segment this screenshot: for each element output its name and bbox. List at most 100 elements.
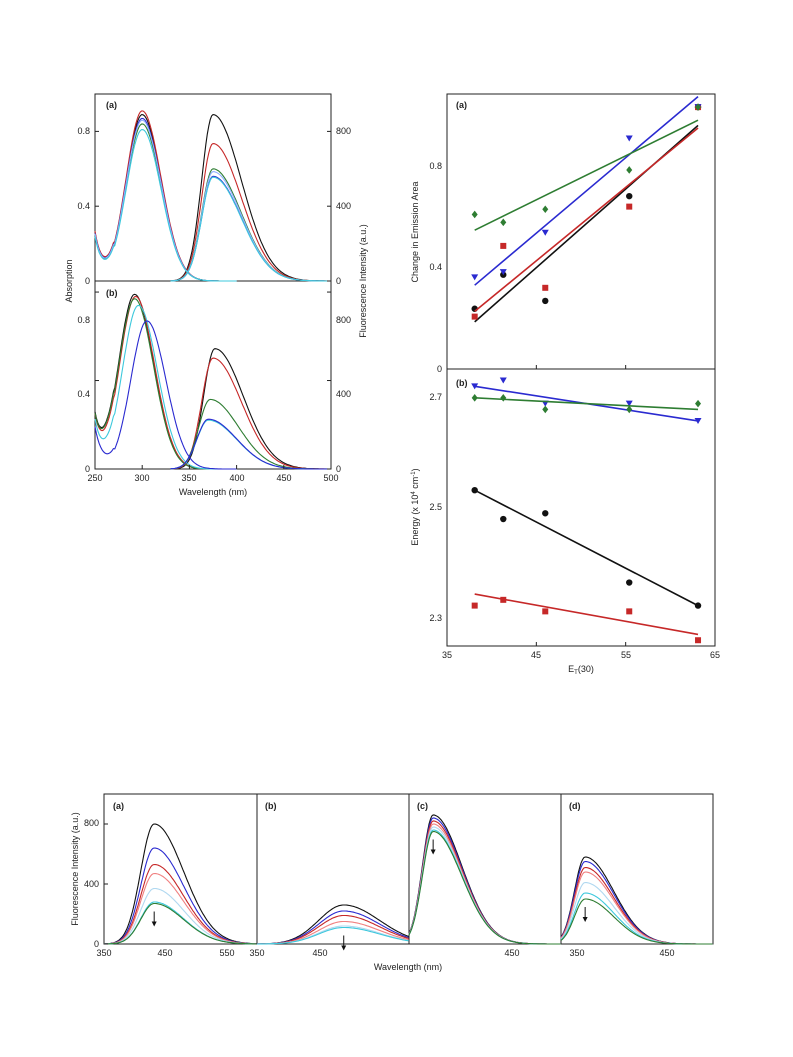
- emission-line-blue: [170, 175, 331, 282]
- fig2-xtick: 65: [710, 650, 720, 660]
- decrease-arrow-head: [151, 921, 157, 927]
- figure1: (a) (b) 0 0.4 0.8 0 0.4 0.8 0 400 800 0 …: [64, 93, 368, 497]
- figure3: (a) (b) (c) (d) 0 400 800 350 450 550 35…: [70, 793, 714, 972]
- decrease-arrow-head: [582, 917, 588, 922]
- data-point-blue: [499, 269, 507, 276]
- fig1-panel-a-frame: [94, 93, 332, 282]
- fit-line-red: [474, 593, 699, 636]
- absorption-line-red: [94, 110, 237, 282]
- emission-curve: [257, 904, 409, 945]
- fig3-panel-b-label: (b): [265, 801, 277, 811]
- fig3-ytick: 800: [84, 818, 99, 828]
- fig1-a-ytick-right: 400: [336, 201, 351, 211]
- fig1-xlabel: Wavelength (nm): [179, 487, 247, 497]
- absorption-line-blue: [94, 320, 237, 470]
- data-point-red: [626, 608, 633, 615]
- fig2-panel-a-frame: [446, 93, 716, 370]
- fig3-xlabel: Wavelength (nm): [374, 962, 442, 972]
- data-point-red: [471, 602, 478, 609]
- data-point-green: [542, 405, 549, 414]
- data-point-red: [471, 313, 478, 320]
- emission-curve: [408, 817, 561, 945]
- data-point-black: [542, 510, 549, 517]
- fig1-b-ytick-right: 400: [336, 389, 351, 399]
- fig1-panel-b-frame: [94, 280, 332, 470]
- fit-line-blue: [474, 96, 699, 286]
- data-point-blue: [694, 417, 702, 424]
- fig2-xtick: 45: [531, 650, 541, 660]
- data-point-green: [626, 166, 633, 174]
- fig3-ytick: 0: [94, 939, 99, 949]
- data-point-black: [471, 486, 478, 494]
- decrease-arrow-head: [341, 945, 347, 951]
- fig3-xtick: 350: [249, 948, 264, 958]
- fig3-marks: [103, 814, 713, 951]
- fit-line-green: [474, 119, 699, 231]
- absorption-line-black: [94, 114, 237, 282]
- fig1-ylabel-right: Fluorescence Intensity (a.u.): [358, 224, 368, 338]
- fig1-panel-a-curves: [94, 110, 331, 282]
- data-point-green: [542, 205, 549, 214]
- data-point-red: [542, 608, 549, 615]
- data-point-black: [626, 579, 633, 586]
- fig2-b-ytick: 2.7: [429, 392, 442, 402]
- data-point-green: [695, 399, 702, 408]
- fig2-a-ytick: 0.4: [429, 262, 442, 272]
- data-point-black: [542, 297, 549, 305]
- decrease-arrow-head: [430, 849, 436, 855]
- fig3-ytick: 400: [84, 879, 99, 889]
- fit-line-black: [474, 489, 699, 607]
- emission-line-green: [170, 398, 331, 470]
- fig2-panel-b-label: (b): [456, 378, 468, 388]
- fig1-xtick: 250: [87, 473, 102, 483]
- fig3-panel-c-label: (c): [417, 801, 428, 811]
- data-point-blue: [541, 229, 549, 236]
- data-point-red: [626, 203, 633, 210]
- fig3-panel-b-frame: [256, 793, 410, 945]
- fig1-a-ytick-right: 800: [336, 126, 351, 136]
- emission-curve: [103, 902, 257, 945]
- data-point-red: [500, 242, 507, 249]
- fig1-b-ytick-left: 0.8: [77, 315, 90, 325]
- data-point-blue: [625, 135, 633, 142]
- fig3-panel-a-label: (a): [113, 801, 124, 811]
- emission-curve: [257, 926, 409, 945]
- fig2-ylabel-a: Change in Emission Area: [410, 181, 420, 282]
- fig2-a-ytick: 0.8: [429, 161, 442, 171]
- fig1-ylabel-left: Absorption: [64, 259, 74, 302]
- fig2-xlabel: ET(30): [568, 664, 594, 676]
- emission-curve: [408, 830, 561, 945]
- fig1-a-ytick-right: 0: [336, 276, 341, 286]
- fig2-panel-a-label: (a): [456, 100, 467, 110]
- absorption-line-blue: [94, 117, 237, 282]
- data-point-red: [695, 637, 702, 644]
- data-point-green: [500, 394, 507, 402]
- emission-line-blue: [170, 418, 331, 470]
- fig1-a-ytick-left: 0.4: [77, 201, 90, 211]
- fig2-ylabel-b: Energy (x 104 cm-1): [410, 468, 420, 545]
- fig1-xtick: 300: [134, 473, 149, 483]
- data-point-green: [471, 210, 478, 219]
- fig2-xtick: 35: [442, 650, 452, 660]
- fig1-a-ytick-left: 0.8: [77, 126, 90, 136]
- fig2-panel-b-frame: [446, 368, 716, 647]
- emission-curve: [104, 823, 257, 945]
- fig3-ylabel: Fluorescence Intensity (a.u.): [70, 812, 80, 926]
- fig1-xtick: 500: [323, 473, 338, 483]
- fig1-b-ytick-right: 800: [336, 315, 351, 325]
- fig2-a-ytick: 0: [437, 364, 442, 374]
- data-point-blue: [625, 400, 633, 407]
- emission-curve: [560, 856, 713, 945]
- fig1-xtick: 350: [181, 473, 196, 483]
- fig1-panel-b-label: (b): [106, 288, 118, 298]
- fig1-b-ytick-left: 0: [85, 464, 90, 474]
- fig3-xtick: 450: [312, 948, 327, 958]
- data-point-black: [626, 192, 633, 200]
- emission-line-ltblue: [170, 171, 331, 282]
- fig1-b-ytick-left: 0.4: [77, 389, 90, 399]
- fig1-ticks: [94, 130, 332, 470]
- fig2-xtick: 55: [621, 650, 631, 660]
- emission-curve: [408, 826, 561, 945]
- data-point-blue: [499, 377, 507, 384]
